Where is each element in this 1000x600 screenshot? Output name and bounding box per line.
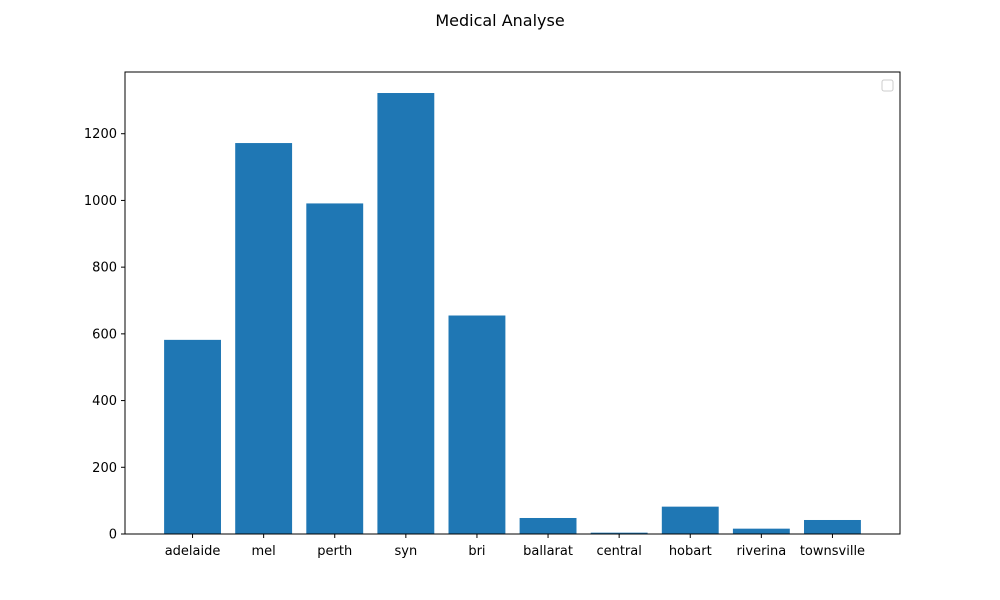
x-tick-label: bri [468, 544, 485, 559]
y-tick-label: 800 [92, 261, 117, 276]
bars-group [164, 93, 861, 534]
x-tick-label: hobart [669, 544, 712, 559]
legend-box [881, 79, 894, 92]
bar-hobart [661, 506, 719, 534]
y-tick-label: 400 [92, 394, 117, 409]
x-tick-label: syn [394, 544, 417, 559]
x-tick-label: perth [317, 544, 352, 559]
chart-title: Medical Analyse [435, 11, 564, 30]
bar-central [590, 532, 648, 534]
bar-ballarat [519, 517, 577, 534]
y-tick-label: 1000 [84, 194, 117, 209]
x-tick-label: central [596, 544, 641, 559]
bar-mel [235, 143, 293, 534]
x-tick-label: adelaide [165, 544, 221, 559]
y-tick-label: 200 [92, 461, 117, 476]
y-tick-label: 1200 [84, 127, 117, 142]
bar-adelaide [164, 339, 221, 534]
bar-syn [377, 93, 435, 534]
bar-townsville [804, 519, 861, 534]
x-tick-label: ballarat [523, 544, 573, 559]
y-axis-ticks: 0 200 400 600 800 1000 1200 [84, 127, 125, 543]
x-axis-ticks: adelaide mel perth syn bri ballarat central hob… [165, 534, 865, 559]
y-tick-label: 600 [92, 327, 117, 342]
bar-bri [448, 315, 506, 534]
bar-perth [306, 203, 364, 534]
y-tick-label: 0 [109, 528, 117, 543]
x-tick-label: riverina [736, 544, 786, 559]
x-tick-label: townsville [800, 544, 865, 559]
bar-riverina [732, 528, 790, 534]
x-tick-label: mel [252, 544, 276, 559]
plot-frame [124, 71, 901, 535]
